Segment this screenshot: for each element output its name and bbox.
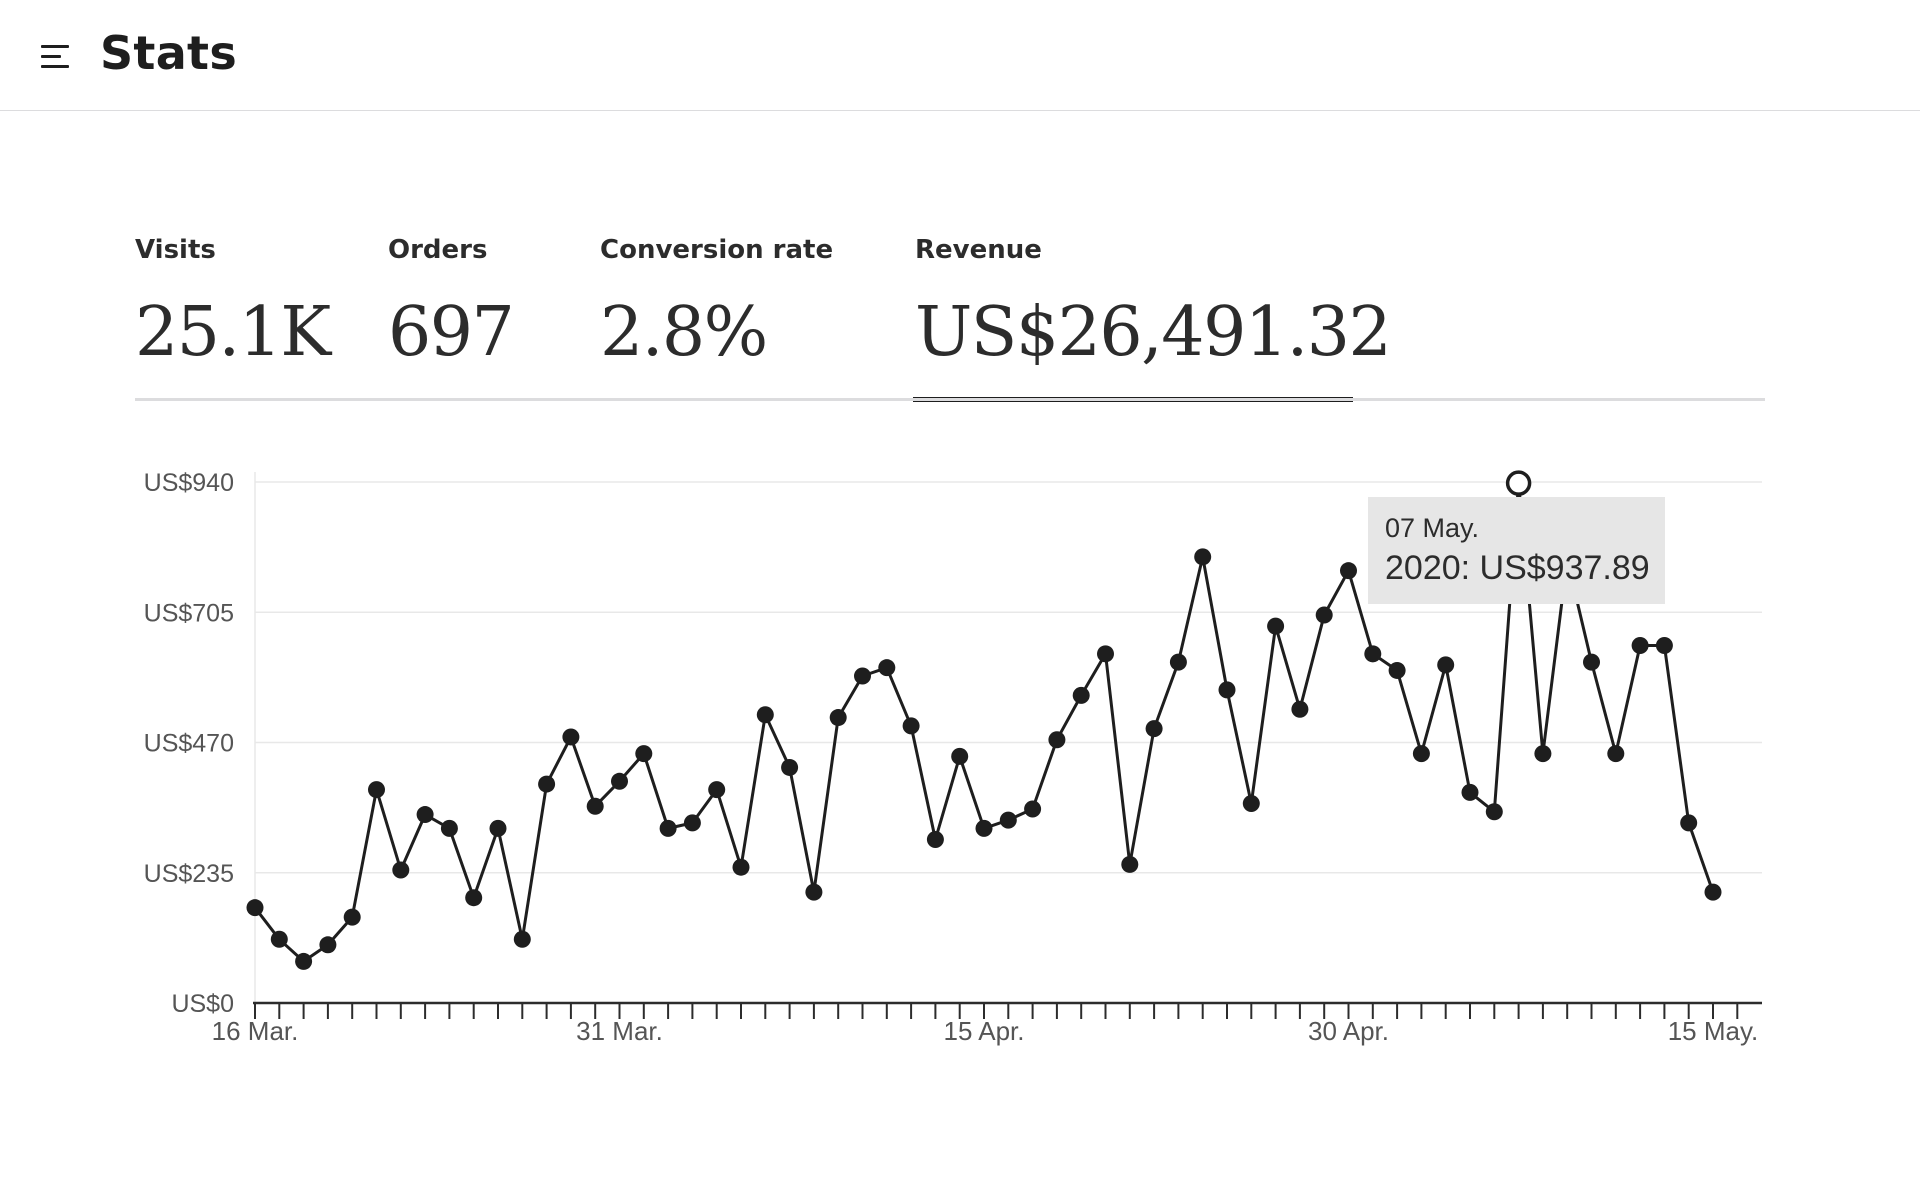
data-point[interactable] xyxy=(1485,803,1503,821)
x-axis: 16 Mar. 31 Mar. 15 Apr. 30 Apr. 15 May. xyxy=(212,1001,1762,1046)
data-point[interactable] xyxy=(756,706,774,724)
menu-line xyxy=(41,55,61,58)
data-point[interactable] xyxy=(902,717,920,735)
data-point[interactable] xyxy=(1194,548,1212,566)
x-tick-label: 16 Mar. xyxy=(212,1016,299,1046)
data-point[interactable] xyxy=(465,889,483,907)
revenue-points[interactable] xyxy=(246,470,1722,970)
data-point[interactable] xyxy=(926,830,944,848)
data-point[interactable] xyxy=(513,930,531,948)
chart-tooltip: 07 May. 2020: US$937.89 xyxy=(1368,497,1665,604)
tab-label-revenue: Revenue xyxy=(915,235,1042,265)
revenue-line-chart[interactable]: US$0 US$235 US$470 US$705 US$940 16 Mar. 31 M… xyxy=(0,440,1920,1080)
data-point[interactable] xyxy=(1169,653,1187,671)
data-point[interactable] xyxy=(1388,661,1406,679)
y-tick-label: US$235 xyxy=(144,860,234,888)
data-point[interactable] xyxy=(878,659,896,677)
data-point[interactable] xyxy=(829,709,847,727)
tab-value-revenue: US$26,491.32 xyxy=(915,293,1392,372)
tooltip-value: 2020: US$937.89 xyxy=(1385,549,1650,587)
data-point[interactable] xyxy=(562,728,580,746)
data-point[interactable] xyxy=(1315,606,1333,624)
data-point[interactable] xyxy=(1291,700,1309,718)
tab-label-orders: Orders xyxy=(388,235,488,265)
data-point[interactable] xyxy=(1607,745,1625,763)
data-point[interactable] xyxy=(1583,653,1600,671)
tooltip-date: 07 May. xyxy=(1385,513,1480,543)
tab-value-orders: 697 xyxy=(388,293,515,372)
data-point[interactable] xyxy=(1704,883,1722,901)
data-point[interactable] xyxy=(975,819,993,837)
y-tick-label: US$705 xyxy=(144,599,234,627)
tab-revenue[interactable]: Revenue US$26,491.32 xyxy=(913,235,1392,402)
data-point[interactable] xyxy=(1631,637,1649,655)
data-point[interactable] xyxy=(1680,814,1698,832)
data-point[interactable] xyxy=(1121,855,1139,873)
data-point[interactable] xyxy=(416,806,434,824)
data-point[interactable] xyxy=(1072,686,1090,704)
tab-label-visits: Visits xyxy=(135,235,216,265)
data-point[interactable] xyxy=(1097,645,1114,663)
tabs-divider xyxy=(135,398,1765,401)
y-tick-label: US$470 xyxy=(144,730,234,758)
data-point[interactable] xyxy=(1364,645,1382,663)
data-point[interactable] xyxy=(683,814,701,832)
data-point[interactable] xyxy=(392,861,410,879)
data-point[interactable] xyxy=(781,758,799,776)
data-point[interactable] xyxy=(440,819,458,837)
tab-visits[interactable]: Visits 25.1K xyxy=(135,235,335,401)
data-point[interactable] xyxy=(708,781,726,799)
tab-value-visits: 25.1K xyxy=(135,293,331,372)
tab-value-conversion-rate: 2.8% xyxy=(600,293,768,372)
data-point[interactable] xyxy=(1534,745,1552,763)
data-point[interactable] xyxy=(1218,681,1236,699)
data-point[interactable] xyxy=(611,772,628,790)
menu-line xyxy=(41,45,69,48)
y-tick-label: US$0 xyxy=(171,990,234,1018)
tab-conversion-rate[interactable]: Conversion rate 2.8% xyxy=(600,235,850,401)
data-point[interactable] xyxy=(1655,637,1673,655)
data-point[interactable] xyxy=(951,747,969,765)
data-point[interactable] xyxy=(270,930,288,948)
data-point[interactable] xyxy=(1267,617,1285,635)
data-point[interactable] xyxy=(343,908,361,926)
data-point[interactable] xyxy=(1340,562,1357,580)
x-tick-label: 31 Mar. xyxy=(576,1016,663,1046)
data-point[interactable] xyxy=(1048,731,1066,749)
menu-line xyxy=(41,65,69,68)
data-point[interactable] xyxy=(635,745,653,763)
data-point[interactable] xyxy=(1242,794,1260,812)
top-bar: Stats xyxy=(0,0,1920,111)
data-point[interactable] xyxy=(659,819,677,837)
tab-orders[interactable]: Orders 697 xyxy=(388,235,538,401)
x-tick-label: 15 Apr. xyxy=(944,1016,1025,1046)
data-point[interactable] xyxy=(368,781,385,799)
x-tick-label: 30 Apr. xyxy=(1308,1016,1389,1046)
highlighted-data-point[interactable] xyxy=(1505,470,1532,496)
data-point[interactable] xyxy=(586,797,604,815)
data-point[interactable] xyxy=(732,858,750,876)
data-point[interactable] xyxy=(1461,783,1479,801)
data-point[interactable] xyxy=(805,883,823,901)
data-point[interactable] xyxy=(1437,656,1455,674)
data-point[interactable] xyxy=(538,775,556,793)
data-point[interactable] xyxy=(319,936,337,954)
page-title: Stats xyxy=(100,26,238,80)
data-point[interactable] xyxy=(1145,720,1163,738)
y-axis: US$0 US$235 US$470 US$705 US$940 xyxy=(144,469,256,1018)
summary-tabs: Visits 25.1K Orders 697 Conversion rate … xyxy=(135,235,1765,405)
hamburger-menu-icon[interactable] xyxy=(34,38,76,76)
data-point[interactable] xyxy=(1412,745,1430,763)
data-point[interactable] xyxy=(489,819,507,837)
data-point[interactable] xyxy=(295,952,313,970)
y-tick-label: US$940 xyxy=(144,469,234,497)
data-point[interactable] xyxy=(854,667,871,685)
x-tick-label: 15 May. xyxy=(1668,1016,1759,1046)
tab-label-conversion-rate: Conversion rate xyxy=(600,235,834,265)
data-point[interactable] xyxy=(1024,800,1042,818)
data-point[interactable] xyxy=(246,899,264,917)
data-point[interactable] xyxy=(999,811,1017,829)
